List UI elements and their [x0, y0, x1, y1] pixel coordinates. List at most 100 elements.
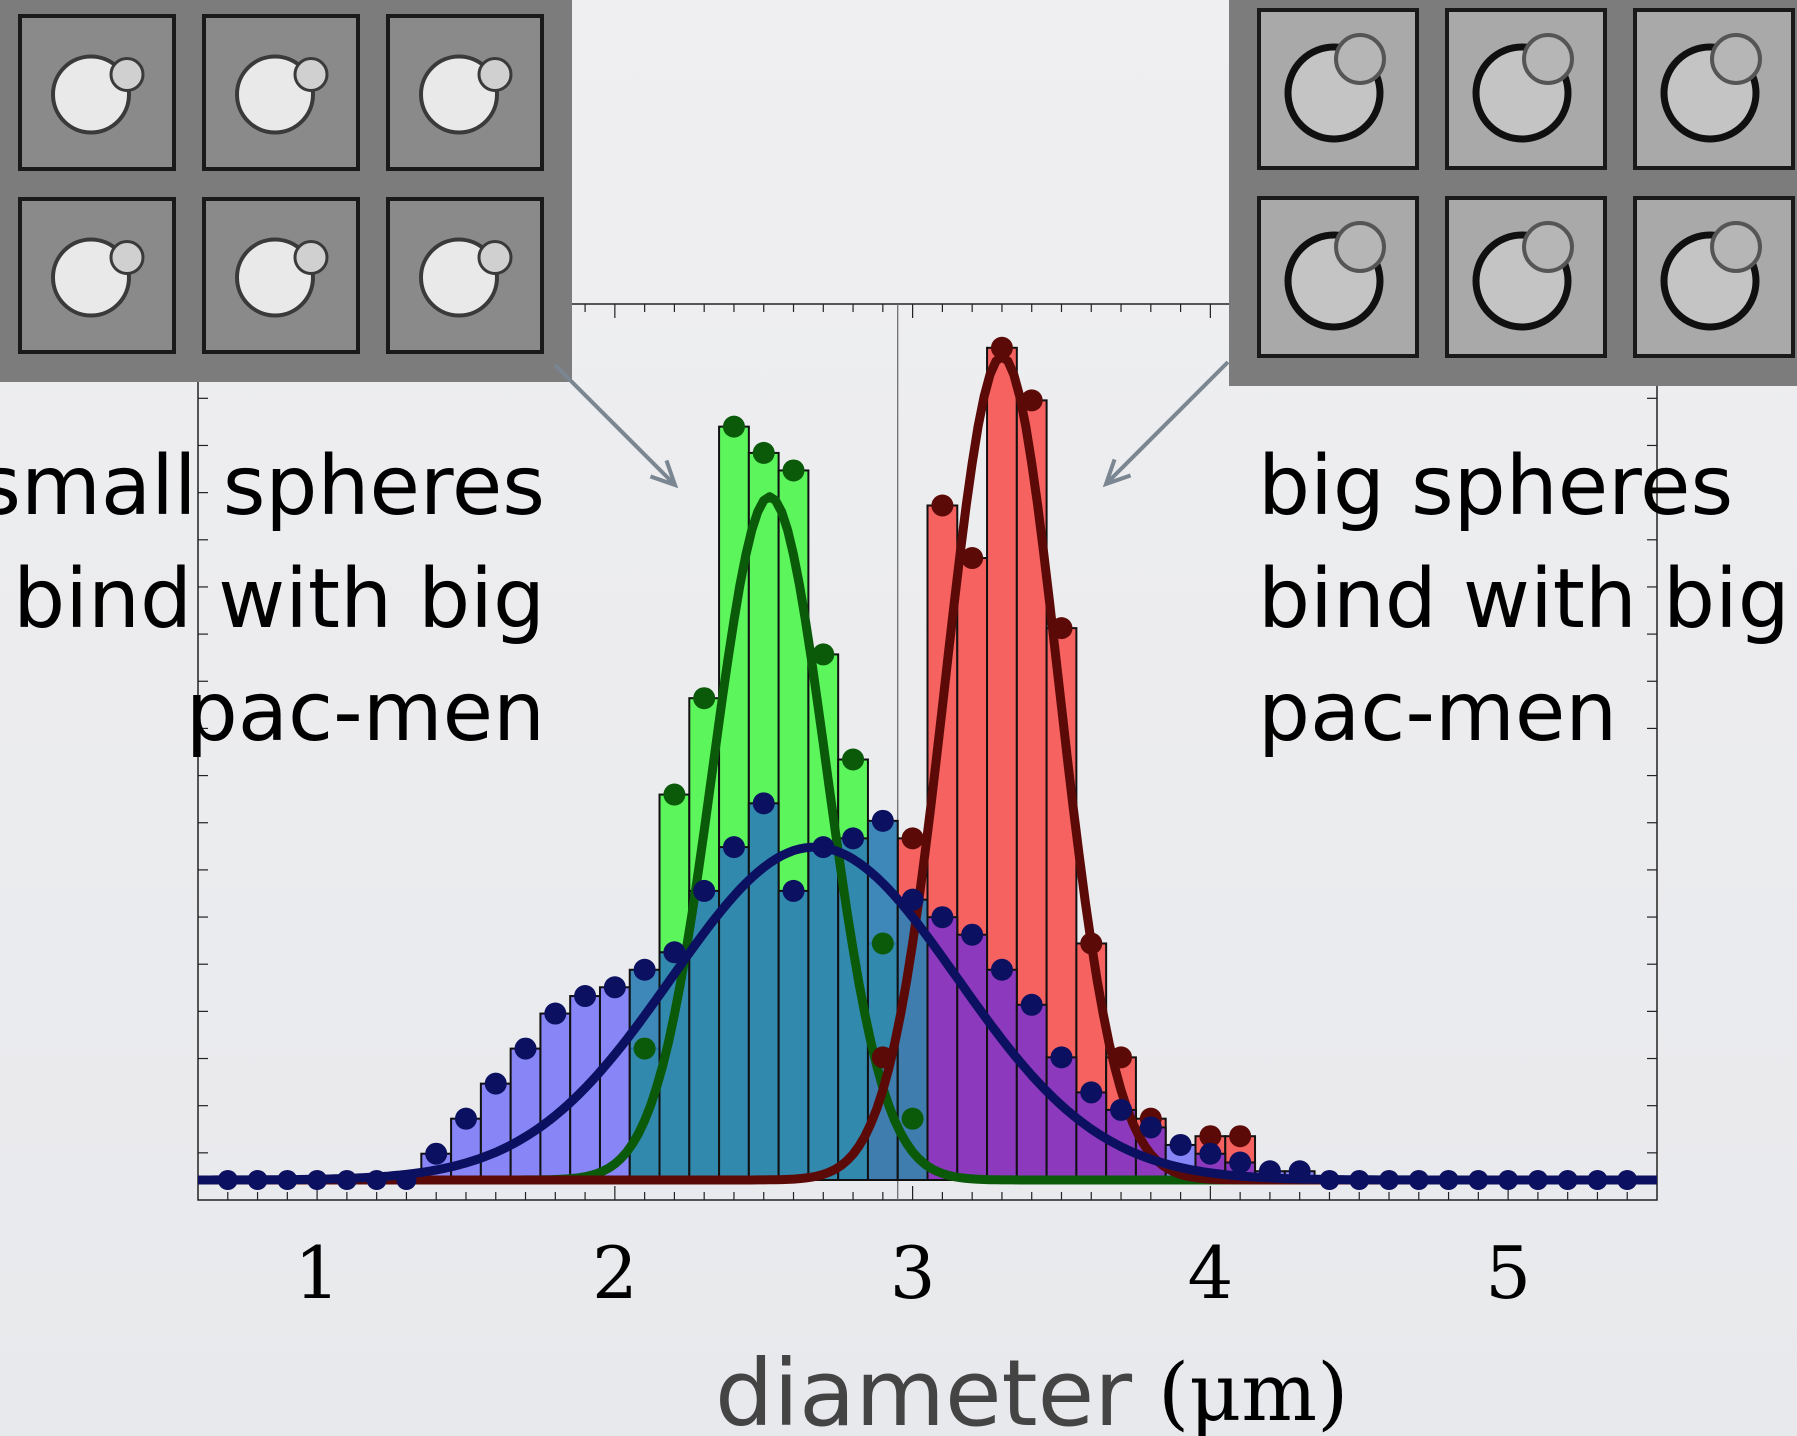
sphere-small [1710, 221, 1762, 273]
point-baseline-blue [1498, 1170, 1519, 1190]
point-blue [514, 1037, 537, 1060]
point-blue [1169, 1133, 1192, 1156]
point-baseline-blue [1379, 1170, 1400, 1190]
x-axis-label: diameter [715, 1340, 1132, 1436]
point-red [1020, 389, 1043, 412]
point-baseline-blue [1349, 1170, 1370, 1190]
point-baseline-blue [1587, 1170, 1608, 1190]
point-green [901, 1107, 924, 1130]
x-tick-label: 2 [592, 1231, 638, 1315]
point-blue [1020, 993, 1043, 1016]
sphere-small [293, 240, 329, 275]
point-red [901, 827, 924, 850]
point-blue [782, 879, 805, 902]
arrow-right [1104, 360, 1230, 486]
arrow-left [553, 363, 677, 487]
histogram-bars [420, 346, 1316, 1182]
bar-blue [986, 968, 1018, 1182]
point-red [1080, 932, 1103, 955]
x-tick-label: 1 [294, 1231, 340, 1315]
point-blue [931, 906, 954, 929]
point-red [1229, 1125, 1252, 1148]
annotation-big-spheres: big spheres bind with big pac-men [1258, 439, 1790, 760]
x-tick-label: 4 [1187, 1231, 1233, 1315]
point-blue [633, 958, 656, 981]
point-baseline-blue [1408, 1170, 1429, 1190]
point-red [990, 336, 1013, 359]
point-green [693, 687, 716, 710]
point-blue [484, 1072, 507, 1095]
point-baseline-blue [247, 1170, 268, 1190]
sphere-small [109, 57, 145, 92]
point-red [1199, 1125, 1222, 1148]
point-baseline-blue [217, 1170, 238, 1190]
point-baseline-blue [1438, 1170, 1459, 1190]
sphere-small [1334, 33, 1386, 85]
sphere-small [1710, 33, 1762, 85]
point-blue [693, 879, 716, 902]
point-red [871, 1046, 894, 1069]
sphere-small [477, 240, 513, 275]
point-blue [961, 923, 984, 946]
point-red [931, 494, 954, 517]
arrow-right-head [1102, 458, 1132, 488]
point-red [1110, 1046, 1133, 1069]
point-blue [812, 836, 835, 859]
point-blue [1258, 1160, 1281, 1183]
point-green [722, 415, 745, 438]
sphere-small [477, 57, 513, 92]
point-baseline-blue [366, 1170, 387, 1190]
point-green [812, 643, 835, 666]
sphere-small [293, 57, 329, 92]
sphere-small [1522, 33, 1574, 85]
point-blue [901, 888, 924, 911]
point-baseline-blue [1557, 1170, 1578, 1190]
bar-blue [807, 846, 840, 1181]
micrograph-cell [18, 14, 176, 171]
point-blue [1110, 1098, 1133, 1121]
point-blue [454, 1107, 477, 1130]
point-green [842, 748, 865, 771]
point-red [961, 547, 984, 570]
point-blue [1288, 1160, 1311, 1183]
point-baseline-blue [307, 1170, 328, 1190]
point-blue [1139, 1116, 1162, 1139]
point-blue [663, 941, 686, 964]
plot-border [197, 303, 1658, 1201]
annotation-arrows [553, 360, 1230, 489]
bar-blue [539, 1012, 572, 1181]
point-blue [425, 1142, 448, 1165]
sphere-small [109, 240, 145, 275]
sphere-small [1522, 221, 1574, 273]
micrograph-panels [0, 0, 1797, 386]
data-points [217, 336, 1638, 1190]
bar-blue [509, 1047, 542, 1181]
axis-labels: 1 2 3 4 5 diameter (μm) [294, 1231, 1531, 1436]
point-baseline-blue [396, 1170, 417, 1190]
annotation-small-spheres: small spheres bind with big pac-men [0, 439, 545, 760]
sphere-small [1334, 221, 1386, 273]
point-blue [842, 827, 865, 850]
point-red [1050, 617, 1073, 640]
point-green [663, 783, 686, 806]
point-blue [603, 976, 626, 999]
point-blue [752, 792, 775, 815]
point-blue [1229, 1151, 1252, 1174]
point-blue [1080, 1081, 1103, 1104]
point-baseline-blue [1617, 1170, 1638, 1190]
point-green [752, 441, 775, 464]
point-baseline-blue [336, 1170, 357, 1190]
point-blue [1199, 1142, 1222, 1165]
point-green [633, 1037, 656, 1060]
x-axis-unit: (μm) [1158, 1346, 1348, 1436]
x-tick-label: 5 [1485, 1231, 1531, 1315]
bar-blue [956, 933, 989, 1181]
point-baseline-blue [277, 1170, 298, 1190]
point-green [871, 932, 894, 955]
point-baseline-blue [1319, 1170, 1340, 1190]
point-blue [544, 1002, 567, 1025]
point-green [782, 459, 805, 482]
bar-blue [777, 889, 810, 1181]
